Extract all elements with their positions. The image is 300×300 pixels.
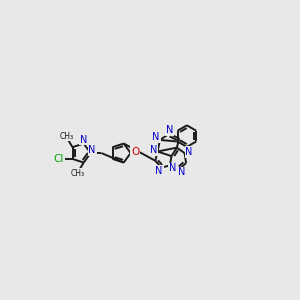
Text: N: N: [88, 145, 96, 155]
Text: N: N: [166, 125, 174, 135]
Text: Cl: Cl: [53, 154, 64, 164]
Text: N: N: [185, 147, 193, 157]
Text: N: N: [150, 145, 158, 155]
Text: O: O: [131, 147, 140, 157]
Text: N: N: [152, 132, 160, 142]
Text: N: N: [155, 166, 163, 176]
Text: N: N: [169, 164, 176, 173]
Text: CH₃: CH₃: [59, 132, 74, 141]
Text: N: N: [178, 167, 185, 177]
Text: CH₃: CH₃: [70, 169, 85, 178]
Text: N: N: [80, 135, 87, 145]
